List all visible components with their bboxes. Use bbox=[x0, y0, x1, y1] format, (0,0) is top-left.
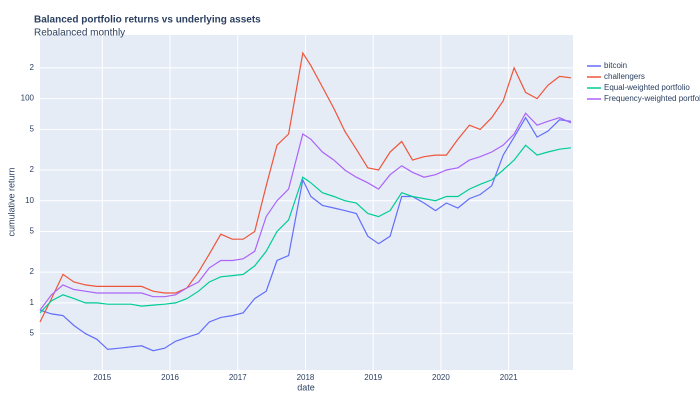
x-tick-label: 2016 bbox=[161, 373, 179, 382]
chart-subtitle: Rebalanced monthly bbox=[34, 28, 125, 39]
plot-area bbox=[40, 35, 573, 370]
y-tick-label: 1 bbox=[30, 298, 35, 307]
legend-label: bitcoin bbox=[604, 61, 627, 70]
x-tick-label: 2020 bbox=[432, 373, 450, 382]
x-tick-label: 2019 bbox=[364, 373, 382, 382]
legend-label: challengers bbox=[604, 72, 645, 81]
y-tick-label: 5 bbox=[30, 329, 35, 338]
chart-title: Balanced portfolio returns vs underlying… bbox=[34, 15, 261, 26]
y-tick-label: 100 bbox=[21, 94, 35, 103]
y-axis-label: cumulative return bbox=[6, 167, 16, 236]
y-tick-label: 10 bbox=[25, 196, 34, 205]
legend-label: Frequency-weighted portfolio bbox=[604, 94, 700, 103]
series-line bbox=[39, 112, 572, 311]
series-line bbox=[39, 116, 572, 352]
x-tick-label: 2017 bbox=[229, 373, 247, 382]
y-tick-label: 5 bbox=[30, 124, 35, 133]
y-tick-label: 2 bbox=[30, 165, 35, 174]
x-tick-label: 2018 bbox=[297, 373, 315, 382]
x-tick-label: 2021 bbox=[500, 373, 518, 382]
y-tick-label: 2 bbox=[30, 63, 35, 72]
legend-label: Equal-weighted portfolio bbox=[604, 83, 690, 92]
series-line bbox=[39, 51, 572, 323]
x-axis-label: date bbox=[297, 382, 315, 392]
x-tick-label: 2015 bbox=[93, 373, 111, 382]
y-tick-label: 5 bbox=[30, 227, 35, 236]
series-line bbox=[39, 144, 572, 314]
y-tick-label: 2 bbox=[30, 267, 35, 276]
